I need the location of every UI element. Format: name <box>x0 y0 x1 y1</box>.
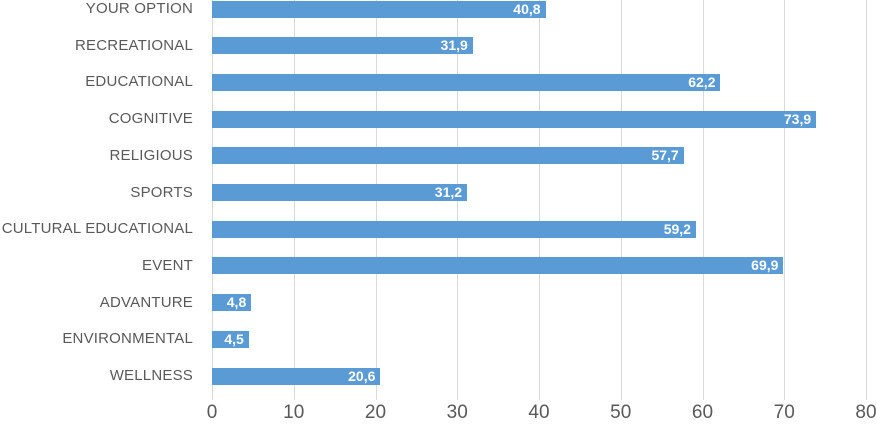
bar: 62,2 <box>212 73 721 91</box>
category-label: ENVIRONMENTAL <box>62 330 193 348</box>
bar: 59,2 <box>212 220 696 238</box>
category-label: COGNITIVE <box>108 110 193 128</box>
x-tick-label: 60 <box>691 402 714 423</box>
category-label: SPORTS <box>130 183 193 201</box>
bar-value-label: 40,8 <box>513 0 541 17</box>
bar: 4,8 <box>212 294 252 312</box>
category-label: ADVANTURE <box>99 293 193 311</box>
x-tick-label: 50 <box>610 402 632 423</box>
gridline <box>866 0 867 400</box>
bar: 57,7 <box>212 147 684 165</box>
gridline <box>620 0 622 400</box>
bar-value-label: 73,9 <box>783 110 812 127</box>
x-tick-label: 80 <box>855 402 877 423</box>
x-tick-label: 30 <box>446 402 468 423</box>
category-label: RECREATIONAL <box>75 36 193 54</box>
gridline <box>702 0 704 400</box>
category-label: CULTURAL EDUCATIONAL <box>1 220 193 238</box>
category-label: RELIGIOUS <box>109 146 193 164</box>
category-label: EDUCATIONAL <box>85 73 193 91</box>
bar-value-label: 62,2 <box>688 73 716 90</box>
x-tick-label: 70 <box>773 402 795 423</box>
x-tick-label: 10 <box>283 402 305 423</box>
gridline <box>784 0 786 400</box>
x-tick-label: 20 <box>364 402 387 423</box>
bar: 73,9 <box>212 110 817 128</box>
bar-value-label: 4,5 <box>224 330 244 347</box>
bar: 40,8 <box>212 0 546 18</box>
bar: 4,5 <box>212 330 249 348</box>
bar-value-label: 57,7 <box>651 147 679 164</box>
bar: 69,9 <box>212 257 784 275</box>
bar-value-label: 31,2 <box>434 184 463 200</box>
x-tick-label: 0 <box>206 402 218 423</box>
category-label: EVENT <box>141 256 193 274</box>
category-label: WELLNESS <box>109 367 193 384</box>
category-label: YOUR OPTION <box>85 0 193 17</box>
bar-value-label: 4,8 <box>226 294 247 311</box>
bar-value-label: 59,2 <box>663 220 691 237</box>
bar: 31,9 <box>212 37 473 55</box>
bar-value-label: 20,6 <box>348 367 376 384</box>
gridline <box>539 0 540 400</box>
bar: 20,6 <box>212 367 381 385</box>
bar: 31,2 <box>212 184 468 201</box>
bar-value-label: 31,9 <box>440 37 468 54</box>
x-tick-label: 40 <box>528 402 550 423</box>
bar-value-label: 69,9 <box>751 257 779 274</box>
